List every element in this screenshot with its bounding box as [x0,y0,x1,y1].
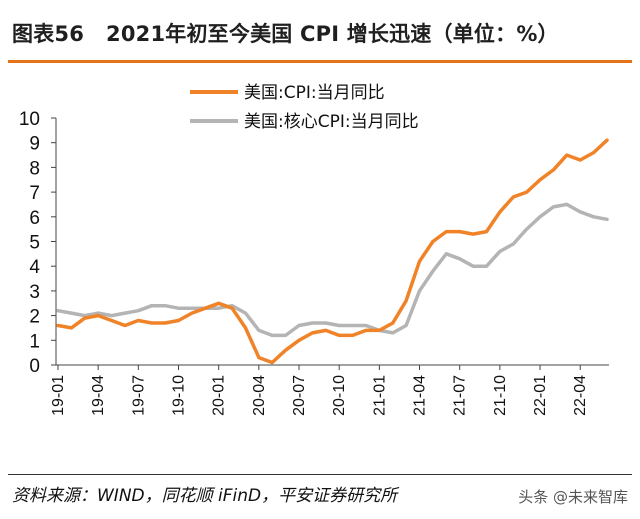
series-line-core-cpi [56,202,609,338]
x-tick-label: 19-10 [171,375,188,416]
y-tick-label: 10 [19,109,40,130]
x-tick-label: 21-10 [492,375,509,416]
page-title: 图表56 2021年初至今美国 CPI 增长迅速（单位：%） [12,18,559,48]
y-tick-label: 2 [29,307,40,328]
figure-label: 图表56 [12,22,85,46]
x-tick-label: 20-10 [331,375,348,416]
x-tick-label: 22-04 [572,375,589,416]
y-tick-label: 1 [29,331,40,352]
y-tick-label: 7 [29,183,40,204]
series-layer [56,138,609,365]
line-chart: 0 1 2 3 4 5 6 7 8 9 10 19-01 19-04 19-07 19-10 20-01 20-… [19,83,609,416]
x-tick-label: 22-01 [532,375,549,416]
chart-title: 2021年初至今美国 CPI 增长迅速（单位：%） [106,22,559,46]
x-tick-label: 21-01 [371,375,388,416]
x-tick-label: 21-07 [452,375,469,416]
chart-axes: 0 1 2 3 4 5 6 7 8 9 10 19-01 19-04 19-07 19-10 20-01 20-… [19,109,609,416]
x-tick-label: 19-01 [50,375,67,416]
y-tick-label: 3 [29,282,40,303]
legend-label-cpi: 美国:CPI:当月同比 [244,83,385,103]
x-tick-label: 20-07 [291,375,308,416]
y-tick-label: 0 [29,356,40,377]
x-tick-label: 19-04 [90,375,107,416]
series-line-cpi [56,138,609,365]
y-tick-label: 5 [29,233,40,254]
x-tick-label: 21-04 [412,375,429,416]
x-tick-label: 20-01 [211,375,228,416]
x-tick-label: 19-07 [130,375,147,416]
x-tick-label: 20-04 [251,375,268,416]
source-divider [8,474,632,475]
y-tick-label: 4 [29,257,40,278]
y-tick-label: 9 [29,134,40,155]
source-note: 资料来源：WIND，同花顺 iFinD，平安证券研究所 [12,486,398,506]
legend-label-core-cpi: 美国:核心CPI:当月同比 [244,112,419,132]
title-bar: 图表56 2021年初至今美国 CPI 增长迅速（单位：%） [8,0,632,63]
y-tick-label: 6 [29,208,40,229]
y-tick-label: 8 [29,158,40,179]
watermark: 头条 @未来智库 [518,488,628,506]
